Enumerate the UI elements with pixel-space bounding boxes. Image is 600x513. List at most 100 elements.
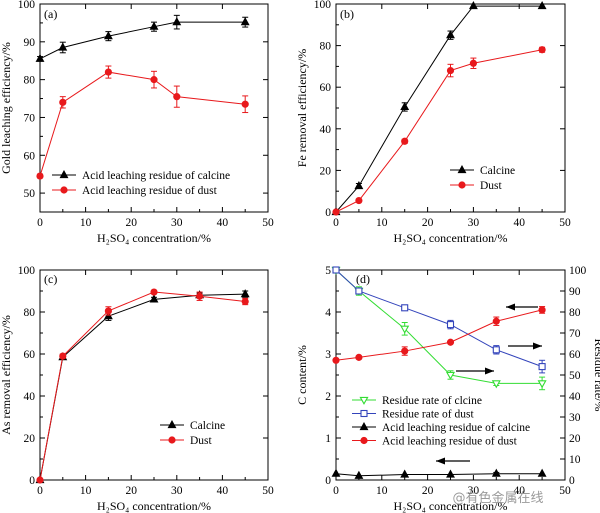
x-tick-label: 50: [559, 217, 571, 229]
y2-tick-label: 0: [569, 475, 575, 487]
data-point: [538, 46, 546, 54]
y-tick-label: 0: [29, 475, 35, 487]
y2-tick-label: 90: [569, 286, 581, 298]
x-tick-label: 10: [80, 485, 92, 497]
y2-tick-label: 100: [569, 265, 587, 277]
y-axis-label: As removal efficiency/%: [0, 315, 13, 435]
data-point: [537, 380, 547, 389]
x-tick-label: 50: [262, 485, 274, 497]
data-point: [355, 287, 363, 295]
legend-marker: [359, 396, 369, 405]
y-tick-label: 80: [24, 307, 36, 319]
legend-marker: [359, 421, 369, 431]
x-tick-label: 0: [37, 485, 43, 497]
y-tick-label: 60: [24, 150, 36, 162]
x-tick-label: 40: [217, 217, 229, 229]
y2-tick-label: 80: [569, 307, 581, 319]
y-tick-label: 0: [325, 475, 331, 487]
legend-marker: [360, 409, 368, 418]
legend-label: Calcine: [480, 165, 515, 177]
x-tick-label: 40: [513, 217, 525, 229]
panel-label: (b): [340, 7, 354, 21]
data-point: [240, 289, 250, 298]
data-point: [491, 468, 501, 477]
legend-marker: [360, 436, 368, 445]
x-axis-label: H₂SO₄ concentration/%: [97, 231, 211, 245]
x-tick-label: 20: [422, 217, 434, 229]
data-point: [104, 307, 113, 315]
x-tick-label: 20: [125, 217, 137, 229]
x-tick-label: 30: [171, 485, 183, 497]
data-point: [332, 208, 340, 216]
data-point: [149, 21, 159, 30]
x-axis-label: H₂SO₄ concentration/%: [97, 499, 211, 513]
data-point: [331, 468, 341, 477]
y2-tick-label: 20: [569, 433, 581, 445]
x-axis-label: H₂SO₄ concentration/%: [393, 499, 507, 513]
data-point: [173, 93, 181, 101]
data-point: [196, 292, 204, 300]
y-tick-label: 50: [24, 188, 36, 200]
data-point: [241, 297, 249, 306]
y-axis-label: C content/%: [295, 345, 309, 405]
x-tick-label: 50: [559, 485, 571, 497]
y-tick-label: 80: [24, 75, 36, 87]
panel-label: (c): [44, 272, 57, 286]
x-tick-label: 10: [376, 217, 388, 229]
data-point: [538, 306, 546, 314]
x-tick-label: 20: [125, 485, 137, 497]
x-tick-label: 30: [171, 217, 183, 229]
y-tick-label: 5: [325, 265, 331, 277]
data-point: [446, 321, 455, 329]
data-point: [36, 476, 44, 484]
y2-tick-label: 40: [569, 391, 581, 403]
y-tick-label: 20: [320, 165, 332, 177]
panel-label: (d): [356, 272, 370, 286]
arrow-right-green-series-head: [485, 367, 494, 375]
panel-label: (a): [44, 7, 57, 21]
panel-a-gold-leaching-chart: 0 10 20 30 40 50 50 60 70 80 90 100 H₂SO₄ concentrat…: [0, 0, 274, 245]
y-tick-label: 40: [320, 124, 332, 136]
data-point: [401, 347, 409, 355]
y2-tick-label: 10: [569, 454, 581, 466]
y-tick-label: 40: [24, 391, 36, 403]
legend-label: Calcine: [190, 420, 225, 432]
data-point: [355, 196, 363, 205]
data-point: [400, 101, 410, 111]
legend-marker: [457, 164, 467, 174]
y-tick-label: 1: [325, 433, 331, 445]
x-tick-label: 30: [468, 217, 480, 229]
y-tick-label: 90: [24, 37, 36, 49]
data-point: [537, 1, 547, 10]
series-line: [335, 5, 543, 213]
data-point: [446, 66, 455, 75]
data-point: [468, 1, 478, 10]
data-point: [469, 59, 477, 67]
series-line: [39, 21, 246, 60]
legend-label: Dust: [480, 180, 503, 192]
x-tick-label: 40: [513, 485, 525, 497]
data-point: [355, 353, 363, 361]
y2-tick-label: 70: [569, 328, 581, 340]
x-tick-label: 0: [333, 485, 339, 497]
y-tick-label: 100: [18, 265, 36, 277]
legend-marker: [458, 181, 466, 189]
data-point: [35, 53, 45, 62]
data-point: [400, 325, 410, 334]
data-point: [445, 371, 456, 380]
data-point: [240, 17, 250, 26]
data-point: [150, 288, 158, 296]
legend-marker: [60, 186, 68, 194]
x-tick-label: 50: [262, 217, 274, 229]
series-line: [39, 71, 246, 177]
y-tick-label: 100: [314, 0, 332, 11]
series-line: [335, 49, 543, 213]
y2-tick-label: 30: [569, 412, 581, 424]
data-point: [538, 363, 546, 371]
legend-marker: [168, 436, 176, 444]
y-tick-label: 0: [325, 207, 331, 219]
x-tick-label: 10: [80, 217, 92, 229]
x-tick-label: 40: [217, 485, 229, 497]
series-line: [335, 269, 543, 368]
